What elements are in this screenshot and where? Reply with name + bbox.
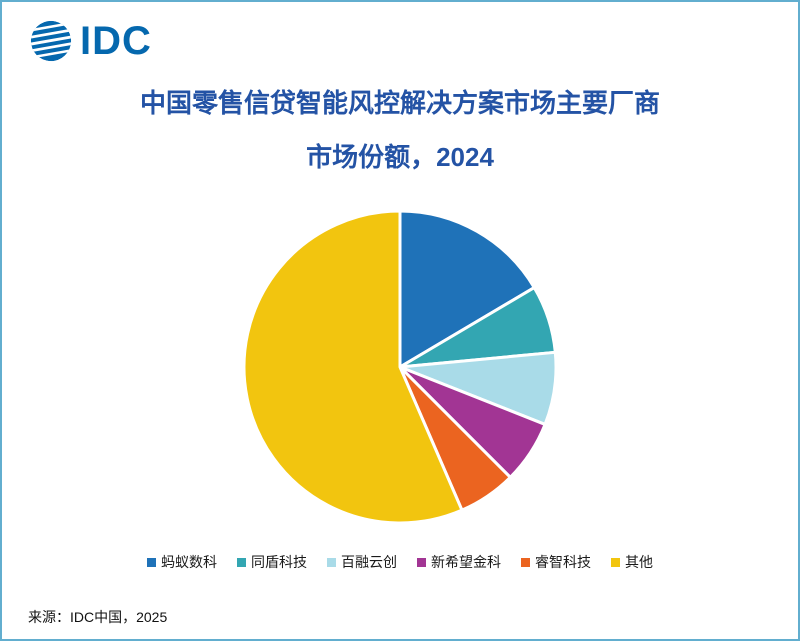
- idc-globe-icon: [28, 20, 74, 62]
- legend-label: 其他: [625, 554, 653, 570]
- legend-item: 其他: [611, 552, 653, 572]
- legend-swatch-icon: [417, 557, 426, 567]
- legend-label: 同盾科技: [251, 554, 307, 570]
- legend-swatch-icon: [521, 557, 530, 567]
- idc-logo-text: IDC: [80, 19, 152, 63]
- pie-chart-svg: [242, 209, 558, 525]
- pie-slice-蚂蚁数科: [398, 209, 536, 369]
- chart-title-line2: 市场份额，2024: [306, 142, 494, 172]
- legend: 蚂蚁数科 同盾科技 百融云创 新希望金科 睿智科技 其他: [2, 552, 798, 572]
- legend-label: 蚂蚁数科: [161, 554, 217, 570]
- legend-swatch-icon: [327, 557, 336, 567]
- legend-label: 睿智科技: [535, 554, 591, 570]
- legend-swatch-icon: [611, 557, 620, 567]
- legend-label: 新希望金科: [431, 554, 501, 570]
- pie-chart: [2, 202, 798, 532]
- idc-logo: IDC: [28, 18, 152, 64]
- source-note: 来源：IDC中国，2025: [28, 609, 168, 625]
- legend-item: 蚂蚁数科: [147, 552, 217, 572]
- legend-item: 同盾科技: [237, 552, 307, 572]
- chart-title-line1: 中国零售信贷智能风控解决方案市场主要厂商: [139, 88, 660, 118]
- legend-item: 百融云创: [327, 552, 397, 572]
- legend-swatch-icon: [147, 557, 156, 567]
- chart-title: 中国零售信贷智能风控解决方案市场主要厂商 市场份额，2024: [2, 90, 798, 170]
- legend-swatch-icon: [237, 557, 246, 567]
- legend-label: 百融云创: [341, 554, 397, 570]
- pie-slice-其他: [242, 209, 464, 525]
- legend-item: 睿智科技: [521, 552, 591, 572]
- legend-item: 新希望金科: [417, 552, 501, 572]
